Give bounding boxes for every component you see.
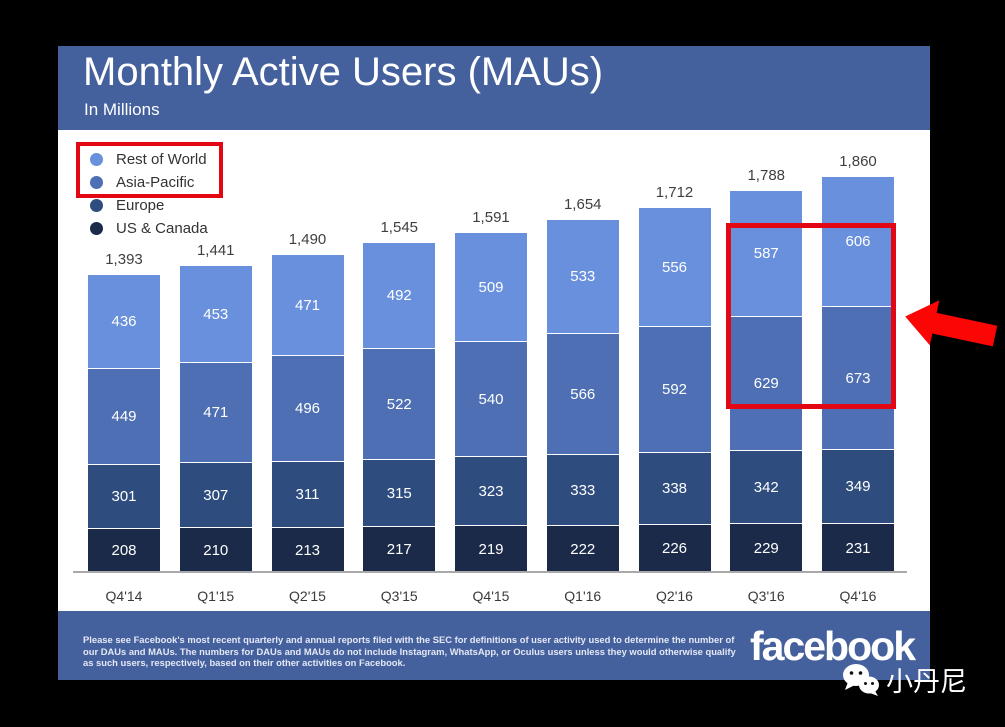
segment-asia-pacific-q2-15: 496	[271, 355, 344, 461]
segment-europe-q1-16: 333	[546, 454, 619, 525]
legend-item-asia-pacific: Asia-Pacific	[90, 171, 208, 194]
segment-asia-pacific-q1-16: 566	[546, 333, 619, 454]
bar-q4-15: 1,591 509 540 323 219 Q4'15	[455, 209, 527, 604]
wechat-icon	[843, 663, 879, 696]
segment-us-canada-q1-16: 222	[546, 525, 619, 572]
bar-q2-15: 1,490 471 496 311 213 Q2'15	[271, 231, 344, 604]
presentation-slide: Monthly Active Users (MAUs) In Millions …	[58, 46, 930, 680]
segment-us-canada-q2-15: 213	[271, 527, 344, 572]
total-label-q1-16: 1,654	[563, 196, 602, 213]
segment-europe-q1-15: 307	[179, 462, 252, 527]
x-axis-label-q1-15: Q1'15	[197, 588, 235, 604]
chart-area: 1,393 436 449 301 208 Q4'14 1,441 453 471 307 210 Q…	[88, 152, 894, 604]
segment-us-canada-q2-16: 226	[638, 524, 711, 572]
segment-rest-of-world-q4-16: 606	[822, 177, 894, 306]
segment-asia-pacific-q4-16: 673	[822, 306, 894, 449]
bar-q4-16: 1,860 606 673 349 231 Q4'16	[822, 153, 894, 604]
x-axis-label-q3-15: Q3'15	[380, 588, 418, 604]
segment-rest-of-world-q3-16: 587	[730, 191, 803, 316]
legend-label: Rest of World	[116, 151, 207, 168]
segment-europe-q4-15: 323	[455, 456, 527, 525]
segment-asia-pacific-q4-14: 449	[88, 368, 160, 464]
total-label-q2-16: 1,712	[655, 184, 694, 201]
segment-rest-of-world-q2-16: 556	[638, 208, 711, 326]
total-label-q3-16: 1,788	[747, 167, 786, 184]
x-axis-label-q2-15: Q2'15	[289, 588, 326, 604]
legend-dot-europe	[90, 199, 103, 212]
red-arrow-annotation	[900, 292, 1001, 362]
segment-us-canada-q3-15: 217	[363, 526, 436, 572]
segment-europe-q4-16: 349	[822, 449, 894, 523]
total-label-q4-14: 1,393	[105, 251, 143, 268]
segment-rest-of-world-q4-15: 509	[455, 233, 527, 341]
segment-rest-of-world-q1-15: 453	[179, 266, 252, 362]
bar-q4-14: 1,393 436 449 301 208 Q4'14	[88, 251, 160, 604]
legend-item-us-canada: US & Canada	[90, 217, 208, 240]
legend-label: Asia-Pacific	[116, 174, 195, 191]
segment-us-canada-q4-14: 208	[88, 528, 160, 572]
x-axis-label-q4-15: Q4'15	[472, 588, 510, 604]
legend-label: US & Canada	[116, 220, 208, 237]
slide-header: Monthly Active Users (MAUs) In Millions	[58, 46, 930, 130]
footer-disclaimer: Please see Facebook's most recent quarte…	[83, 634, 736, 669]
total-label-q3-15: 1,545	[380, 219, 419, 236]
segment-asia-pacific-q4-15: 540	[455, 341, 527, 456]
bar-q1-16: 1,654 533 566 333 222 Q1'16	[546, 196, 619, 604]
legend-dot-rest-of-world	[90, 153, 103, 166]
legend-dot-asia-pacific	[90, 176, 103, 189]
segment-europe-q3-15: 315	[363, 459, 436, 526]
segment-asia-pacific-q3-16: 629	[730, 316, 803, 450]
total-label-q2-15: 1,490	[288, 231, 327, 248]
slide-subtitle: In Millions	[84, 100, 160, 119]
total-label-q1-15: 1,441	[196, 242, 235, 259]
slide-footer: Please see Facebook's most recent quarte…	[58, 611, 930, 680]
segment-rest-of-world-q2-15: 471	[271, 255, 344, 355]
segment-europe-q4-14: 301	[88, 464, 160, 528]
legend-item-europe: Europe	[90, 194, 208, 217]
x-axis-label-q1-16: Q1'16	[564, 588, 602, 604]
segment-rest-of-world-q1-16: 533	[546, 220, 619, 333]
segment-asia-pacific-q3-15: 522	[363, 348, 436, 459]
total-label-q4-16: 1,860	[839, 153, 877, 170]
segment-us-canada-q3-16: 229	[730, 523, 803, 572]
x-axis-label-q4-16: Q4'16	[839, 588, 877, 604]
slide-title: Monthly Active Users (MAUs)	[83, 50, 604, 94]
watermark-text: 小丹尼	[886, 667, 967, 697]
segment-europe-q2-16: 338	[638, 452, 711, 524]
segment-europe-q2-15: 311	[271, 461, 344, 527]
segment-asia-pacific-q1-15: 471	[179, 362, 252, 462]
left-arrow-icon	[905, 300, 998, 347]
legend-dot-us-canada	[90, 222, 103, 235]
segment-us-canada-q4-15: 219	[455, 525, 527, 572]
segment-asia-pacific-q2-16: 592	[638, 326, 711, 452]
bar-q3-16: 1,788 587 629 342 229 Q3'16	[730, 167, 803, 604]
legend-item-rest-of-world: Rest of World	[90, 148, 208, 171]
segment-rest-of-world-q4-14: 436	[88, 275, 160, 368]
watermark: 小丹尼	[842, 660, 967, 699]
legend-label: Europe	[116, 197, 165, 214]
chart-legend: Rest of World Asia-Pacific Europe US & Cana…	[90, 148, 208, 240]
segment-us-canada-q4-16: 231	[822, 523, 894, 572]
segment-us-canada-q1-15: 210	[179, 527, 252, 572]
x-axis-label-q2-16: Q2'16	[656, 588, 693, 604]
facebook-logo: facebook	[750, 623, 916, 669]
segment-europe-q3-16: 342	[730, 450, 803, 523]
x-axis-label-q3-16: Q3'16	[747, 588, 785, 604]
bar-q2-16: 1,712 556 592 338 226 Q2'16	[638, 184, 711, 604]
x-axis-line	[73, 571, 907, 573]
x-axis-label-q4-14: Q4'14	[105, 588, 143, 604]
total-label-q4-15: 1,591	[472, 209, 510, 226]
segment-rest-of-world-q3-15: 492	[363, 243, 436, 348]
bar-q1-15: 1,441 453 471 307 210 Q1'15	[179, 242, 252, 604]
bar-q3-15: 1,545 492 522 315 217 Q3'15	[363, 219, 436, 604]
